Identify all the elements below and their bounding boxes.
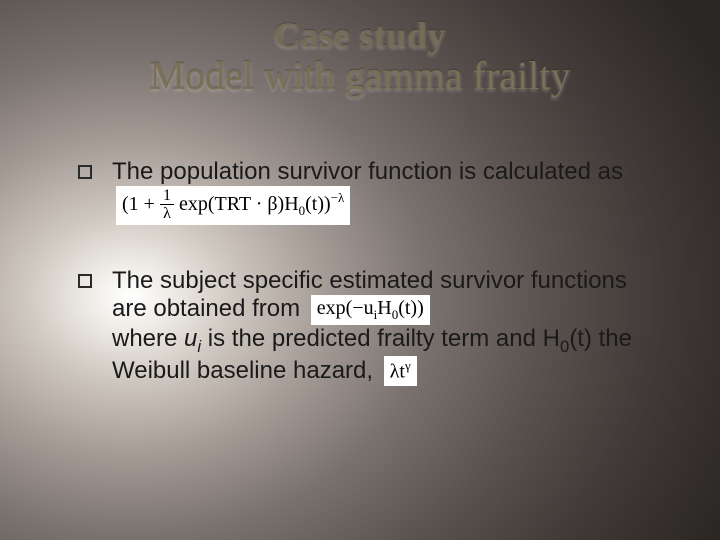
formula-3-a: λt: [390, 361, 405, 383]
formula-3: λtγ: [384, 356, 417, 386]
formula-2: exp(−uiH0(t)): [311, 295, 430, 324]
formula-1-mid: exp(TRT · β)H: [179, 193, 299, 215]
cont-h-sub: 0: [560, 336, 569, 355]
formula-1-fraction: 1 λ: [160, 188, 174, 223]
content-area: The population survivor function is calc…: [78, 158, 660, 428]
bullet-text-1: The population survivor function is calc…: [112, 158, 660, 225]
square-bullet-icon: [78, 165, 92, 179]
formula-1-frac-num: 1: [160, 188, 174, 205]
bullet-text-2: The subject specific estimated survivor …: [112, 267, 660, 387]
slide: Case study Model with gamma frailty The …: [0, 0, 720, 540]
cont-pre: where: [112, 325, 184, 352]
formula-1-exp: −λ: [331, 191, 345, 206]
title-line-1: Case study: [0, 14, 720, 56]
cont-var: u: [184, 325, 197, 352]
bullet-item-2: The subject specific estimated survivor …: [78, 267, 660, 387]
formula-2-tail: (t)): [398, 297, 424, 319]
formula-2-mid: H: [377, 297, 391, 319]
title-line-2: Model with gamma frailty: [0, 52, 720, 99]
formula-2-lead: exp(−u: [317, 297, 374, 319]
cont-mid: is the predicted frailty term and H: [201, 325, 560, 352]
bullet-1-text: The population survivor function is calc…: [112, 158, 623, 185]
bullet-2-continuation: where ui is the predicted frailty term a…: [112, 325, 632, 384]
formula-1-frac-den: λ: [160, 205, 174, 223]
formula-1-tail: (t)): [305, 193, 331, 215]
formula-1: (1 + 1 λ exp(TRT · β)H0(t))−λ: [116, 186, 350, 225]
square-bullet-icon: [78, 274, 92, 288]
title-block: Case study Model with gamma frailty: [0, 14, 720, 99]
bullet-item-1: The population survivor function is calc…: [78, 158, 660, 225]
formula-1-open: (1 +: [122, 193, 155, 215]
formula-3-b: γ: [405, 358, 411, 373]
